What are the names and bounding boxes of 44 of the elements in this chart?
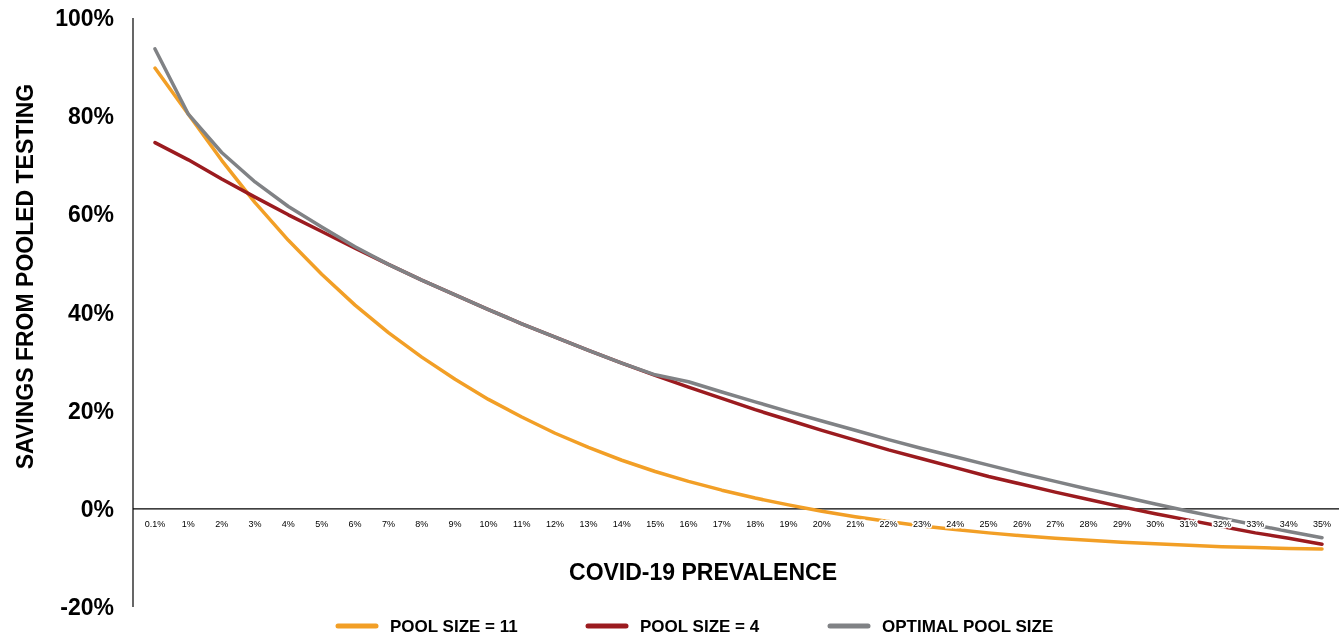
x-tick-label: 20% (812, 518, 831, 529)
x-tick-label: 16% (679, 518, 698, 529)
y-axis-title: SAVINGS FROM POOLED TESTING (12, 83, 38, 470)
y-tick-label: 20% (67, 397, 114, 424)
y-tick-label: 0% (80, 495, 114, 522)
legend-label: POOL SIZE = 4 (640, 616, 760, 634)
x-tick-label: 35% (1312, 518, 1332, 529)
x-tick-label: 29% (1112, 518, 1131, 529)
x-tick-label: 8% (415, 518, 429, 529)
x-tick-label: 9% (448, 518, 462, 529)
x-tick-label: 26% (1012, 518, 1031, 529)
x-tick-label: 19% (779, 518, 798, 529)
x-tick-label: 15% (646, 518, 665, 529)
x-tick-label: 5% (315, 518, 329, 529)
y-tick-label: 40% (67, 299, 114, 326)
x-axis-title: COVID-19 PREVALENCE (569, 559, 837, 585)
x-tick-label: 3% (248, 518, 262, 529)
x-tick-label: 6% (348, 518, 362, 529)
x-tick-label: 13% (579, 518, 598, 529)
x-tick-label: 18% (746, 518, 765, 529)
x-tick-label: 34% (1279, 518, 1298, 529)
y-tick-label: -20% (60, 594, 114, 621)
x-tick-label: 7% (381, 518, 395, 529)
legend-label: POOL SIZE = 11 (390, 616, 518, 634)
x-tick-label: 11% (513, 518, 531, 529)
x-tick-label: 12% (546, 518, 565, 529)
x-tick-label: 27% (1046, 518, 1065, 529)
x-tick-label: 14% (612, 518, 631, 529)
x-tick-label: 2% (215, 518, 229, 529)
x-tick-label: 24% (946, 518, 965, 529)
y-tick-label: 60% (67, 201, 114, 228)
x-tick-label: 21% (846, 518, 865, 529)
x-tick-label: 28% (1079, 518, 1098, 529)
x-tick-label: 25% (979, 518, 998, 529)
x-tick-label: 17% (712, 518, 731, 529)
y-tick-label: 80% (67, 103, 114, 130)
x-tick-label: 10% (479, 518, 498, 529)
legend-label: OPTIMAL POOL SIZE (882, 616, 1054, 634)
x-tick-label: 31% (1179, 518, 1198, 529)
y-tick-label: 100% (55, 5, 114, 32)
x-tick-label: 1% (181, 518, 195, 529)
x-tick-label: 4% (281, 518, 295, 529)
x-tick-label: 30% (1146, 518, 1165, 529)
x-tick-label: 0.1% (144, 518, 166, 529)
